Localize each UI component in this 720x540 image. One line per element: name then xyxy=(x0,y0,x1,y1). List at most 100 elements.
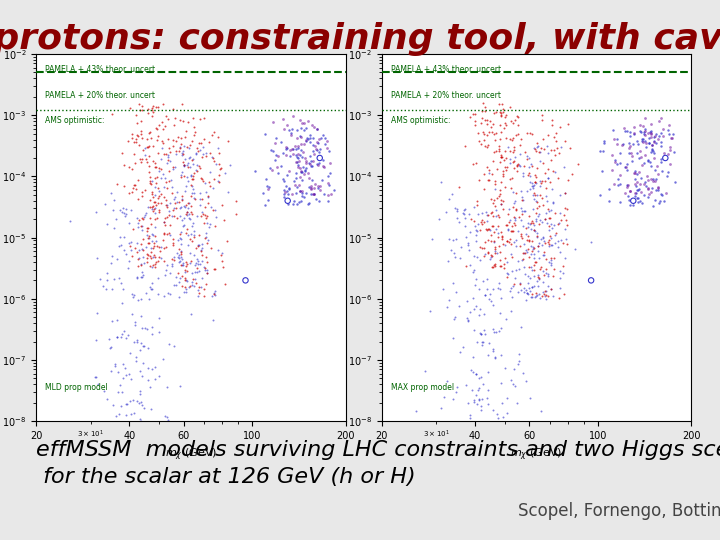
Point xyxy=(137,273,148,281)
Point xyxy=(541,192,552,201)
Point xyxy=(144,172,156,181)
Point xyxy=(493,141,505,150)
Point xyxy=(164,269,176,278)
Point xyxy=(179,133,191,141)
Point xyxy=(169,193,181,201)
Point xyxy=(150,222,161,231)
Point xyxy=(467,386,478,394)
Point xyxy=(523,237,534,245)
Point xyxy=(174,203,186,212)
Point xyxy=(143,423,154,431)
Point xyxy=(143,435,155,444)
Point xyxy=(153,495,164,504)
Point xyxy=(664,146,675,154)
Point xyxy=(564,143,575,152)
Point xyxy=(487,263,498,272)
Point xyxy=(294,187,306,195)
Point xyxy=(508,157,520,166)
Point xyxy=(146,285,158,293)
Point xyxy=(527,205,539,214)
Point xyxy=(527,219,539,227)
Point xyxy=(141,134,153,143)
Point xyxy=(109,224,120,232)
Point xyxy=(168,439,179,448)
Point xyxy=(481,461,492,469)
Point xyxy=(521,186,533,195)
Point xyxy=(506,293,518,302)
Point xyxy=(114,480,126,488)
Point xyxy=(478,454,490,462)
Point xyxy=(196,239,207,248)
Point xyxy=(647,140,658,149)
Point xyxy=(189,267,201,276)
Point xyxy=(137,341,148,350)
Point xyxy=(445,446,456,455)
Point xyxy=(193,146,204,155)
Point xyxy=(207,206,219,214)
Point xyxy=(133,245,145,254)
Point xyxy=(153,314,165,322)
Point xyxy=(195,283,207,292)
Point xyxy=(533,275,544,284)
Point xyxy=(624,128,636,137)
Point xyxy=(450,234,462,243)
Point xyxy=(181,260,192,269)
Point xyxy=(294,186,305,195)
Point xyxy=(112,491,124,500)
Point xyxy=(120,508,132,516)
Point xyxy=(282,187,293,195)
Point xyxy=(481,444,492,453)
Point xyxy=(292,141,304,150)
Point xyxy=(535,407,546,415)
Point xyxy=(464,261,475,269)
Point xyxy=(141,158,153,167)
Point xyxy=(511,161,523,170)
Point xyxy=(509,221,521,230)
Point xyxy=(544,178,556,186)
Point xyxy=(158,183,170,192)
Point xyxy=(323,190,334,199)
Point xyxy=(485,123,497,131)
Point xyxy=(140,498,152,507)
Point xyxy=(144,128,156,137)
Point xyxy=(188,159,199,168)
Point xyxy=(482,248,494,256)
Point xyxy=(534,273,545,282)
Point xyxy=(311,146,323,154)
Point xyxy=(495,127,507,136)
Point xyxy=(660,188,671,197)
Point xyxy=(166,261,178,270)
Point xyxy=(449,313,460,321)
Point xyxy=(505,284,516,293)
Point xyxy=(498,170,509,178)
Point xyxy=(534,177,546,186)
Point xyxy=(134,346,145,355)
Point xyxy=(146,262,158,271)
Point xyxy=(495,261,506,270)
Point xyxy=(176,235,187,244)
Point xyxy=(141,258,153,266)
Point xyxy=(123,238,135,247)
Point xyxy=(291,145,302,153)
Point xyxy=(528,253,540,262)
Point xyxy=(559,189,571,198)
Point xyxy=(540,209,552,218)
Point xyxy=(656,141,667,150)
Point xyxy=(530,292,541,301)
Point xyxy=(136,222,148,231)
Point xyxy=(648,201,660,210)
Point xyxy=(570,245,581,253)
Point xyxy=(487,156,499,165)
Point xyxy=(214,149,225,158)
Point xyxy=(286,190,297,198)
Point xyxy=(545,253,557,262)
Point xyxy=(323,146,335,155)
Point xyxy=(552,237,564,245)
Point xyxy=(148,500,160,508)
Point xyxy=(501,237,513,246)
Point xyxy=(150,103,161,111)
Point xyxy=(468,266,480,274)
Point xyxy=(504,154,516,163)
Point xyxy=(523,153,534,162)
Point xyxy=(99,387,110,395)
